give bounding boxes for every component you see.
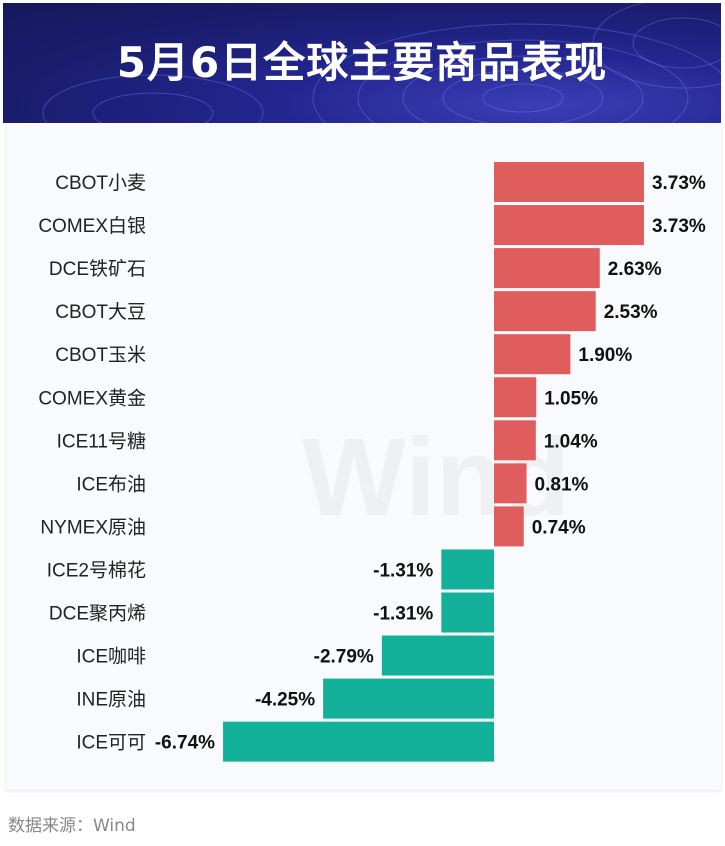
bar-COMEX白银 (494, 205, 644, 246)
bar-ICE可可 (223, 721, 494, 762)
bar-DCE聚丙烯 (441, 592, 494, 633)
category-label: DCE铁矿石 (49, 258, 146, 280)
bar-COMEX黄金 (494, 377, 537, 418)
category-label: ICE2号棉花 (47, 559, 146, 581)
value-label: 1.04% (544, 431, 598, 452)
category-label: DCE聚丙烯 (49, 603, 146, 625)
value-label: 0.81% (535, 474, 589, 495)
bar-CBOT玉米 (494, 334, 571, 375)
bar-ICE布油 (494, 463, 527, 504)
value-label: -1.31% (373, 560, 433, 581)
value-label: -6.74% (155, 733, 215, 754)
category-label: COMEX白银 (38, 215, 146, 237)
value-label: 1.05% (544, 388, 598, 409)
bar-ICE11号糖 (494, 420, 536, 461)
value-label: 1.90% (578, 345, 632, 366)
value-label: -1.31% (373, 604, 433, 625)
value-label: 0.74% (532, 517, 586, 538)
category-label: CBOT大豆 (55, 301, 146, 323)
contour-background-graphic (42, 3, 721, 123)
value-label: 2.63% (608, 259, 662, 280)
category-label: ICE布油 (76, 473, 146, 495)
bar-ICE咖啡 (381, 635, 494, 676)
data-source: 数据来源：Wind (8, 816, 136, 836)
bar-INE原油 (323, 678, 494, 719)
chart-panel: Wind CBOT小麦 3.73% COMEX白银 3.73% DCE铁矿石 2.63% C… (6, 125, 721, 790)
value-label: -2.79% (314, 647, 374, 668)
value-label: 3.73% (652, 216, 706, 237)
title-banner: 5月6日全球主要商品表现 (3, 3, 721, 123)
category-label: CBOT小麦 (55, 172, 146, 194)
bar-NYMEX原油 (494, 506, 524, 547)
category-label: INE原油 (76, 689, 146, 711)
category-label: COMEX黄金 (38, 387, 146, 409)
chart-title: 5月6日全球主要商品表现 (116, 38, 608, 87)
category-label: NYMEX原油 (40, 516, 146, 538)
category-label: ICE11号糖 (57, 430, 146, 452)
value-label: 2.53% (604, 302, 658, 323)
bar-CBOT大豆 (494, 291, 596, 332)
bar-CBOT小麦 (494, 162, 644, 202)
bar-chart: Wind CBOT小麦 3.73%COMEX白银 3.73%DCE铁矿石 2.63%C… (38, 162, 706, 762)
category-label: ICE咖啡 (76, 646, 146, 668)
value-label: -4.25% (255, 690, 315, 711)
value-label: 3.73% (652, 173, 706, 194)
category-label: CBOT玉米 (55, 344, 146, 366)
category-label: ICE可可 (76, 733, 146, 754)
bar-ICE2号棉花 (441, 549, 494, 590)
bar-DCE铁矿石 (494, 248, 600, 289)
